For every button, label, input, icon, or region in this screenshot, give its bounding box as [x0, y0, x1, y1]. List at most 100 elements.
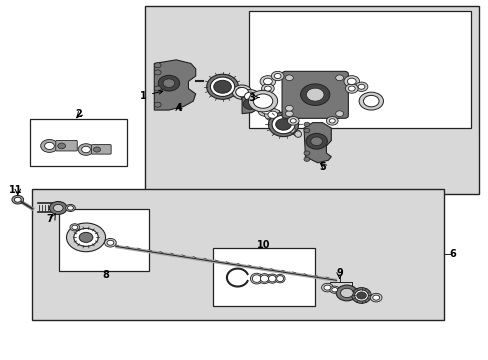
- Circle shape: [274, 73, 281, 78]
- Ellipse shape: [275, 274, 285, 283]
- Polygon shape: [242, 94, 261, 114]
- Circle shape: [163, 79, 174, 87]
- Bar: [30, 119, 127, 166]
- Circle shape: [310, 137, 322, 145]
- Circle shape: [107, 240, 114, 245]
- Circle shape: [104, 238, 116, 247]
- Circle shape: [44, 142, 54, 149]
- Bar: [144, 6, 478, 194]
- Circle shape: [287, 117, 299, 125]
- Circle shape: [363, 95, 378, 107]
- Text: 1: 1: [140, 90, 163, 101]
- Circle shape: [154, 63, 161, 68]
- Circle shape: [74, 228, 98, 246]
- Circle shape: [329, 286, 339, 293]
- Circle shape: [264, 86, 271, 91]
- Ellipse shape: [252, 275, 261, 282]
- Text: 7: 7: [46, 215, 53, 224]
- Ellipse shape: [276, 276, 283, 282]
- Ellipse shape: [268, 112, 298, 136]
- Circle shape: [304, 157, 309, 161]
- Circle shape: [264, 109, 281, 121]
- Ellipse shape: [250, 273, 263, 284]
- Circle shape: [285, 105, 293, 111]
- Circle shape: [347, 86, 354, 91]
- Circle shape: [154, 70, 161, 75]
- Circle shape: [260, 76, 275, 87]
- Text: 5: 5: [319, 162, 325, 172]
- Circle shape: [335, 75, 343, 81]
- Circle shape: [356, 292, 366, 299]
- Ellipse shape: [354, 290, 367, 301]
- Circle shape: [79, 232, 93, 242]
- Circle shape: [290, 119, 296, 123]
- Circle shape: [369, 293, 381, 302]
- Circle shape: [343, 76, 359, 87]
- Circle shape: [78, 144, 94, 155]
- Circle shape: [321, 283, 332, 292]
- Polygon shape: [154, 60, 195, 110]
- Circle shape: [306, 88, 324, 101]
- Polygon shape: [304, 123, 330, 163]
- FancyBboxPatch shape: [56, 140, 77, 151]
- Circle shape: [248, 90, 277, 112]
- Circle shape: [261, 106, 271, 114]
- Circle shape: [285, 111, 293, 117]
- Text: 2: 2: [75, 109, 82, 119]
- Ellipse shape: [76, 229, 96, 246]
- Circle shape: [243, 99, 257, 109]
- Circle shape: [358, 92, 383, 110]
- Ellipse shape: [294, 131, 301, 137]
- Ellipse shape: [258, 274, 270, 284]
- Circle shape: [271, 71, 284, 81]
- Bar: [212, 248, 315, 306]
- Circle shape: [154, 102, 161, 107]
- Text: 4: 4: [175, 103, 182, 113]
- Ellipse shape: [288, 127, 295, 133]
- Circle shape: [263, 78, 272, 85]
- Circle shape: [12, 195, 23, 204]
- Circle shape: [304, 129, 309, 133]
- Circle shape: [324, 285, 330, 290]
- Circle shape: [345, 84, 357, 93]
- Ellipse shape: [271, 115, 294, 134]
- Bar: [59, 209, 149, 271]
- Circle shape: [158, 75, 179, 91]
- Circle shape: [72, 225, 78, 229]
- Circle shape: [14, 197, 21, 202]
- Circle shape: [372, 295, 379, 300]
- Circle shape: [65, 204, 75, 212]
- Circle shape: [326, 117, 337, 125]
- Circle shape: [93, 147, 101, 152]
- FancyBboxPatch shape: [91, 145, 111, 154]
- Circle shape: [304, 151, 309, 155]
- Circle shape: [335, 111, 343, 117]
- Bar: [32, 189, 444, 320]
- FancyBboxPatch shape: [282, 71, 347, 118]
- Circle shape: [329, 119, 334, 123]
- Ellipse shape: [266, 274, 277, 283]
- Circle shape: [241, 90, 259, 103]
- Circle shape: [331, 288, 337, 292]
- Circle shape: [81, 146, 90, 153]
- Ellipse shape: [268, 275, 276, 282]
- Bar: [249, 12, 470, 128]
- Text: 6: 6: [449, 248, 456, 258]
- Ellipse shape: [253, 96, 262, 104]
- Circle shape: [275, 119, 291, 130]
- Circle shape: [67, 206, 73, 210]
- Ellipse shape: [351, 288, 370, 303]
- Ellipse shape: [72, 226, 100, 249]
- Circle shape: [53, 204, 63, 212]
- Circle shape: [235, 87, 248, 97]
- Circle shape: [257, 104, 275, 117]
- Circle shape: [335, 285, 357, 301]
- Circle shape: [340, 288, 352, 298]
- Circle shape: [354, 82, 367, 91]
- Circle shape: [66, 223, 105, 252]
- Circle shape: [261, 84, 274, 93]
- Ellipse shape: [259, 101, 268, 109]
- Ellipse shape: [260, 275, 268, 282]
- Text: 8: 8: [102, 270, 109, 280]
- Circle shape: [267, 111, 277, 118]
